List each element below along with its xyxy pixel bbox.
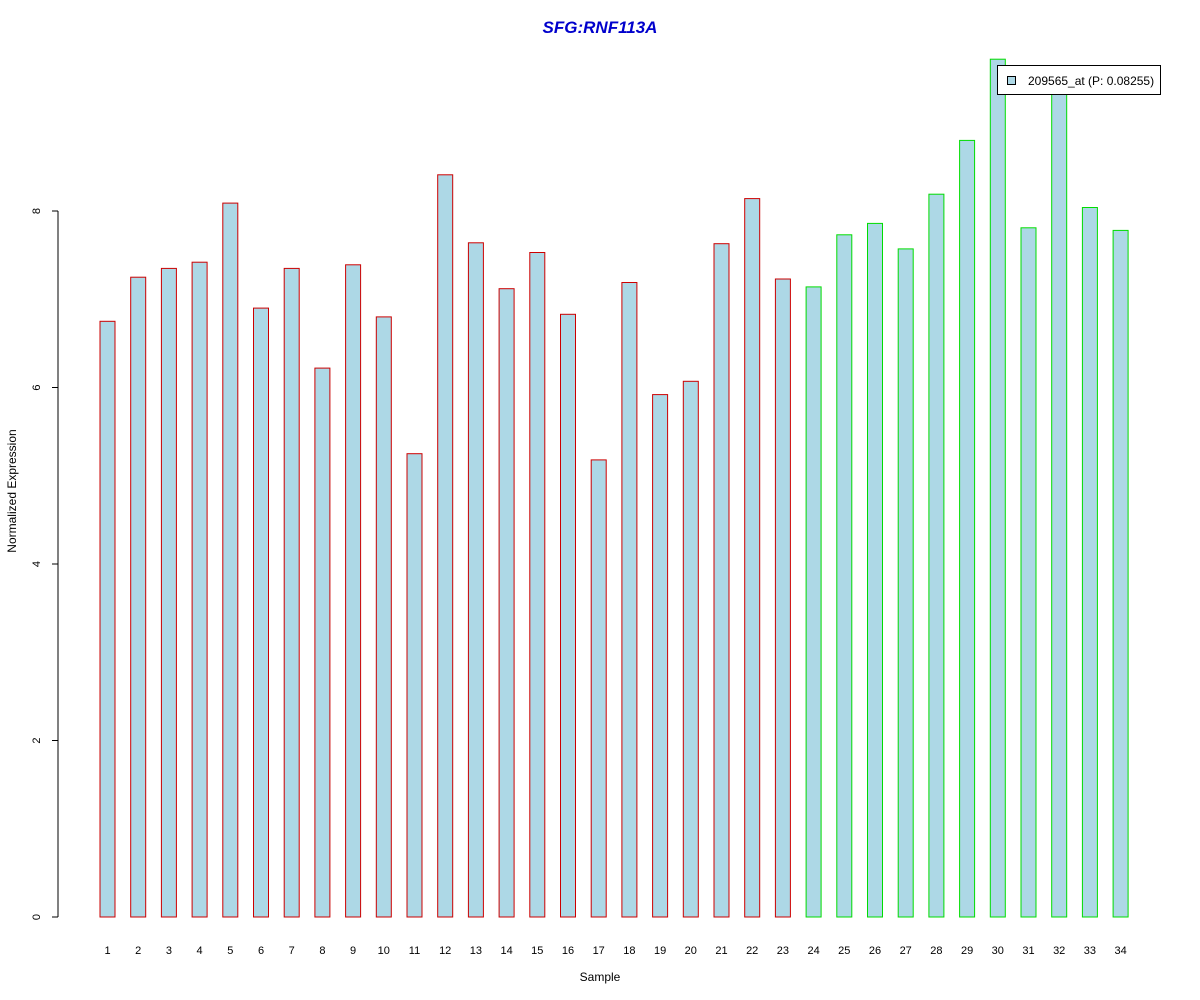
bar-sample-14 [498, 288, 515, 918]
x-tick-label-28: 28 [930, 945, 942, 957]
bar-sample-5 [222, 202, 239, 918]
bar-sample-2 [130, 276, 147, 918]
bar-sample-7 [283, 267, 300, 918]
x-tick-label-7: 7 [289, 945, 295, 957]
y-tick-label-6: 6 [31, 384, 43, 390]
y-tick-label-2: 2 [31, 737, 43, 743]
x-tick-label-34: 34 [1114, 945, 1126, 957]
bar-sample-24 [805, 286, 822, 918]
legend-swatch [1007, 76, 1016, 85]
x-tick-label-27: 27 [900, 945, 912, 957]
x-tick-label-33: 33 [1084, 945, 1096, 957]
bar-sample-31 [1020, 227, 1037, 918]
legend-label: 209565_at (P: 0.08255) [1028, 74, 1155, 88]
bar-sample-8 [314, 367, 331, 918]
chart-title: SFG:RNF113A [542, 18, 658, 37]
x-tick-label-22: 22 [746, 945, 758, 957]
x-tick-label-6: 6 [258, 945, 264, 957]
x-tick-label-8: 8 [319, 945, 325, 957]
x-tick-label-14: 14 [500, 945, 512, 957]
x-tick-label-24: 24 [807, 945, 819, 957]
bar-sample-32 [1051, 82, 1068, 918]
bar-sample-21 [713, 243, 730, 918]
x-tick-label-26: 26 [869, 945, 881, 957]
bar-sample-18 [621, 282, 638, 918]
bar-sample-33 [1081, 207, 1098, 918]
bar-sample-6 [253, 307, 269, 918]
x-tick-label-29: 29 [961, 945, 973, 957]
bar-sample-1 [99, 320, 116, 918]
x-tick-label-30: 30 [992, 945, 1004, 957]
bars-group [99, 58, 1129, 918]
x-tick-label-13: 13 [470, 945, 482, 957]
bar-sample-34 [1112, 229, 1129, 918]
bar-sample-17 [590, 459, 607, 918]
x-tick-label-1: 1 [104, 945, 110, 957]
x-tick-label-31: 31 [1022, 945, 1034, 957]
bar-sample-27 [897, 248, 914, 918]
bar-sample-20 [682, 380, 699, 918]
bar-sample-29 [959, 139, 976, 918]
bar-sample-30 [989, 58, 1006, 918]
x-axis-label: Sample [579, 970, 621, 984]
bar-sample-25 [836, 234, 853, 918]
bar-sample-19 [652, 394, 669, 918]
bar-sample-3 [160, 267, 177, 918]
y-tick-label-4: 4 [31, 561, 43, 567]
bar-sample-11 [406, 453, 423, 918]
bar-sample-16 [560, 313, 576, 918]
x-tick-label-18: 18 [623, 945, 635, 957]
x-tick-label-4: 4 [197, 945, 203, 957]
y-axis-label: Normalized Expression [5, 429, 19, 553]
x-tick-label-2: 2 [135, 945, 141, 957]
bar-sample-23 [774, 278, 791, 918]
x-tick-label-12: 12 [439, 945, 451, 957]
x-tick-label-10: 10 [378, 945, 390, 957]
y-axis: 0 2 4 6 8 [31, 208, 59, 920]
bar-sample-4 [191, 261, 208, 918]
y-tick-label-8: 8 [31, 208, 43, 214]
x-tick-label-19: 19 [654, 945, 666, 957]
x-tick-label-17: 17 [593, 945, 605, 957]
bar-sample-10 [375, 316, 392, 918]
x-tick-label-20: 20 [685, 945, 697, 957]
x-tick-label-11: 11 [409, 945, 420, 957]
legend: 209565_at (P: 0.08255) [997, 65, 1161, 95]
bar-sample-15 [529, 252, 546, 918]
bar-sample-28 [928, 193, 945, 918]
x-tick-label-16: 16 [562, 945, 574, 957]
x-tick-label-3: 3 [166, 945, 172, 957]
x-tick-label-9: 9 [350, 945, 356, 957]
x-axis-tick-labels: 1 2 3 4 5 6 7 8 9 10 11 12 13 14 15 16 17 18 19 20 21 22 23 24 2… [104, 945, 1126, 957]
x-tick-label-25: 25 [838, 945, 850, 957]
x-tick-label-21: 21 [715, 945, 727, 957]
bar-sample-26 [867, 222, 883, 918]
bar-sample-9 [345, 264, 362, 918]
x-tick-label-23: 23 [777, 945, 789, 957]
y-tick-label-0: 0 [31, 914, 43, 920]
x-tick-label-5: 5 [227, 945, 233, 957]
x-tick-label-32: 32 [1053, 945, 1065, 957]
bar-sample-12 [437, 174, 454, 918]
bar-sample-22 [744, 198, 761, 918]
x-tick-label-15: 15 [531, 945, 543, 957]
bar-sample-13 [467, 242, 484, 918]
